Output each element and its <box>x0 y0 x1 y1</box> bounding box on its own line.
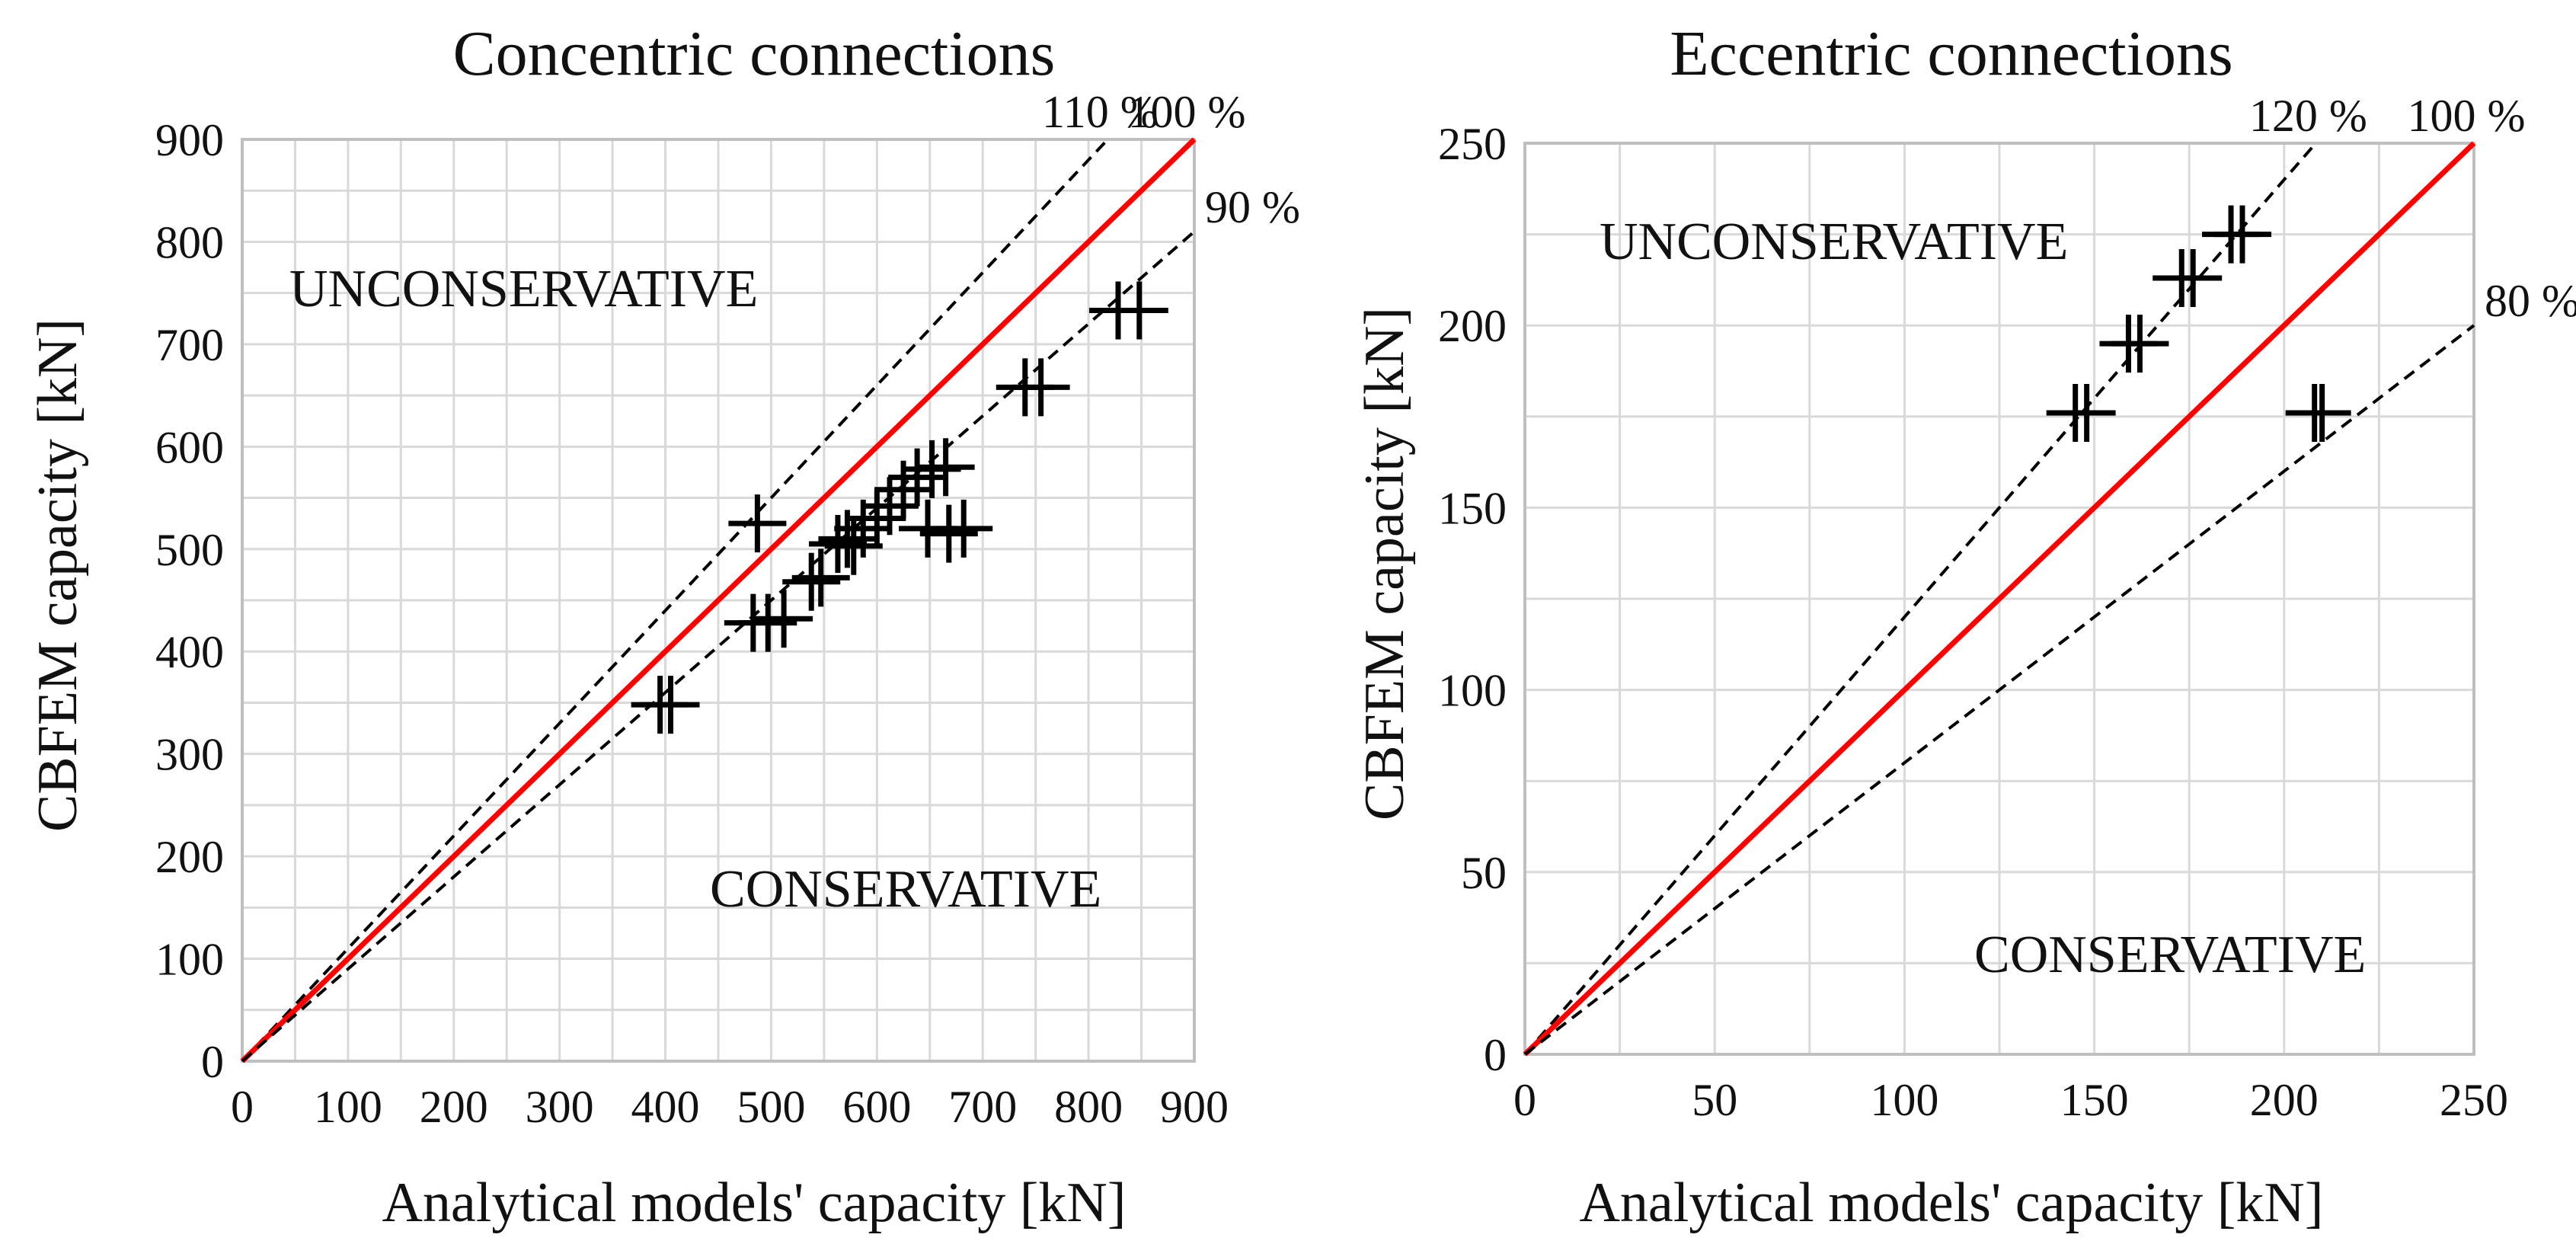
y-tick-label: 100 <box>1438 666 1507 716</box>
reference-line-label: 120 % <box>2249 91 2367 141</box>
y-tick-label: 300 <box>155 730 224 780</box>
data-point <box>2111 315 2169 373</box>
data-point <box>834 499 893 558</box>
data-point <box>2213 205 2271 264</box>
concentric-chart: Concentric connections 0 100 200 300 400 500 6… <box>27 18 1300 1234</box>
unconservative-label: UNCONSERVATIVE <box>289 260 758 318</box>
reference-line-label: 110 % <box>1042 87 1159 137</box>
reference-line <box>241 138 1109 1063</box>
eccentric-chart: Eccentric connections 0 50 100 150 200 250 0 5… <box>1354 18 2576 1234</box>
reference-line-labels: 110 %100 % 90 % <box>1042 87 1300 232</box>
data-point <box>641 676 700 734</box>
reference-line <box>241 230 1196 1063</box>
reference-line-label: 80 % <box>2485 276 2576 326</box>
data-point <box>1012 358 1070 417</box>
chart-title: Concentric connections <box>453 18 1056 89</box>
data-point <box>888 448 947 507</box>
data-points <box>2046 205 2351 443</box>
y-tick-label: 700 <box>155 320 224 370</box>
x-tick-label: 100 <box>314 1082 382 1132</box>
data-point <box>728 494 787 553</box>
x-tick-label: 150 <box>2060 1075 2129 1125</box>
x-tick-label: 400 <box>631 1082 700 1132</box>
data-point <box>782 552 841 611</box>
data-point <box>2164 249 2223 308</box>
conservative-label: CONSERVATIVE <box>1974 926 2366 984</box>
x-tick-labels: 0 50 100 150 200 250 <box>1513 1075 2508 1125</box>
y-tick-labels: 0 100 200 300 400 500 600 700 800 900 <box>155 115 224 1087</box>
data-point <box>824 516 883 575</box>
x-tick-label: 300 <box>526 1082 594 1132</box>
data-point <box>818 510 877 568</box>
conservative-label: CONSERVATIVE <box>710 860 1101 919</box>
x-tick-label: 250 <box>2440 1075 2508 1125</box>
x-tick-label: 600 <box>842 1082 911 1132</box>
y-axis-label: CBFEM capacity [kN] <box>27 318 89 832</box>
y-tick-labels: 0 50 100 150 200 250 <box>1438 119 1507 1080</box>
y-tick-label: 250 <box>1438 119 1507 169</box>
y-tick-label: 50 <box>1461 848 1507 898</box>
reference-line-label: 100 % <box>1128 87 1246 137</box>
x-tick-label: 800 <box>1054 1082 1123 1132</box>
data-point <box>791 548 850 607</box>
x-tick-label: 50 <box>1692 1075 1737 1125</box>
x-axis-label: Analytical models' capacity [kN] <box>1579 1172 2323 1234</box>
plot-frame <box>1523 142 2475 1056</box>
reference-line <box>1523 142 2317 1056</box>
data-point <box>848 489 906 548</box>
y-tick-label: 150 <box>1438 483 1507 533</box>
chart-title: Eccentric connections <box>1670 18 2232 89</box>
y-tick-label: 200 <box>155 832 224 882</box>
x-tick-label: 700 <box>948 1082 1017 1132</box>
reference-lines <box>1523 141 2476 1057</box>
unconservative-label: UNCONSERVATIVE <box>1600 213 2068 271</box>
y-tick-label: 800 <box>155 217 224 267</box>
reference-line-label: 90 % <box>1205 182 1300 232</box>
y-tick-label: 600 <box>155 422 224 472</box>
reference-line <box>1523 141 2476 1057</box>
reference-line <box>240 137 1197 1063</box>
y-tick-label: 400 <box>155 627 224 677</box>
y-tick-label: 0 <box>1484 1030 1507 1080</box>
reference-line-labels: 120 % 100 % 80 % <box>2249 91 2576 326</box>
x-axis-label: Analytical models' capacity [kN] <box>382 1172 1126 1234</box>
reference-line <box>1523 324 2475 1056</box>
x-tick-label: 0 <box>1513 1075 1536 1125</box>
data-points <box>631 281 1168 734</box>
y-tick-label: 100 <box>155 935 224 985</box>
data-point <box>2293 384 2351 443</box>
y-tick-label: 200 <box>1438 301 1507 351</box>
x-tick-labels: 0 100 200 300 400 500 600 700 800 900 <box>231 1082 1229 1132</box>
y-tick-label: 900 <box>155 115 224 165</box>
data-point <box>861 477 919 536</box>
data-point <box>755 590 813 648</box>
x-tick-label: 200 <box>420 1082 488 1132</box>
data-point <box>916 438 975 497</box>
y-tick-label: 500 <box>155 525 224 575</box>
x-tick-label: 100 <box>1870 1075 1938 1125</box>
data-point <box>739 593 797 652</box>
plot-frame <box>241 138 1196 1063</box>
x-tick-label: 900 <box>1160 1082 1229 1132</box>
data-point <box>2057 384 2116 443</box>
data-point <box>919 504 978 563</box>
x-tick-label: 500 <box>737 1082 805 1132</box>
y-axis-label: CBFEM capacity [kN] <box>1354 307 1416 820</box>
data-point <box>1110 281 1168 340</box>
reference-line-label: 100 % <box>2408 91 2526 141</box>
x-tick-label: 0 <box>231 1082 254 1132</box>
data-point <box>935 499 993 558</box>
reference-lines <box>240 137 1197 1063</box>
y-tick-label: 0 <box>201 1037 224 1087</box>
x-tick-label: 200 <box>2250 1075 2319 1125</box>
